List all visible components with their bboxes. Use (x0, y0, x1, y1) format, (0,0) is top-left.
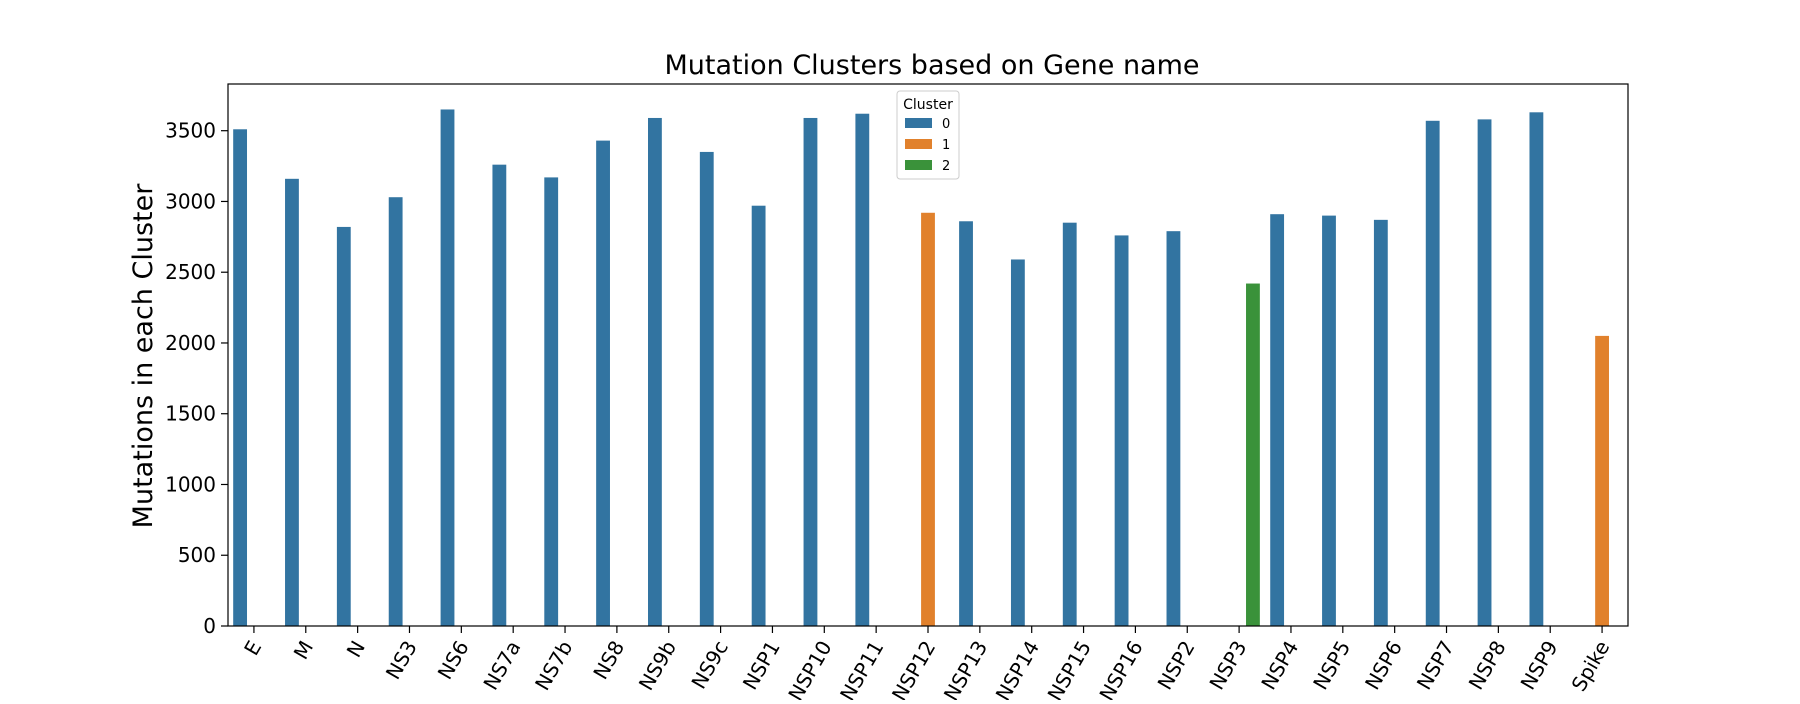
legend-title: Cluster (903, 97, 953, 113)
bar-NSP16-cluster-0 (1114, 235, 1129, 627)
bar-NSP6-cluster-0 (1373, 219, 1388, 626)
x-tick-label: NSP7 (1412, 637, 1459, 694)
y-tick-label: 500 (178, 543, 216, 567)
x-tick-label: NSP4 (1256, 637, 1303, 694)
bar-NS9c-cluster-0 (699, 151, 714, 627)
x-tick-label: NSP8 (1464, 637, 1511, 694)
legend-swatch-2 (905, 160, 932, 170)
x-tick-label: NSP13 (939, 637, 992, 701)
legend-box (896, 90, 960, 180)
x-tick-label: NSP9 (1516, 637, 1563, 694)
x-tick-label: NS6 (433, 637, 474, 684)
x-tick-label: NS3 (381, 637, 422, 684)
x-tick-label: E (239, 637, 266, 660)
y-tick-label: 2500 (165, 260, 216, 284)
legend-label-0: 0 (942, 117, 950, 132)
bar-NS6-cluster-0 (440, 109, 455, 626)
bar-NS9b-cluster-0 (648, 117, 662, 627)
x-tick-label: NSP1 (738, 637, 785, 694)
y-tick-label: 1500 (165, 402, 216, 426)
x-tick-label: NSP15 (1043, 637, 1096, 701)
x-tick-label: M (289, 637, 318, 664)
legend-label-1: 1 (942, 138, 950, 153)
bar-NS8-cluster-0 (596, 140, 610, 626)
x-tick-label: NS8 (588, 637, 629, 684)
bar-M-cluster-0 (285, 178, 299, 626)
bar-NSP12-cluster-1 (921, 212, 935, 626)
legend-swatch-1 (905, 139, 932, 149)
bar-NS7a-cluster-0 (492, 164, 507, 626)
bar-NSP5-cluster-0 (1322, 215, 1336, 627)
y-tick-label: 3000 (165, 189, 216, 213)
x-tick-label: NSP12 (887, 637, 940, 701)
bar-NSP11-cluster-0 (855, 113, 870, 626)
x-tick-label: NSP6 (1360, 637, 1407, 694)
bar-E-cluster-0 (233, 129, 248, 626)
x-tick-label: NSP11 (835, 637, 888, 701)
bar-NS3-cluster-0 (388, 197, 403, 626)
bar-N-cluster-0 (336, 226, 351, 626)
bar-NSP2-cluster-0 (1166, 231, 1181, 627)
y-tick-label: 0 (203, 614, 216, 638)
bar-NSP8-cluster-0 (1477, 119, 1492, 626)
x-tick-label: Spike (1567, 637, 1615, 696)
x-tick-label: NSP10 (783, 637, 836, 701)
x-tick-label: N (342, 637, 370, 662)
legend-swatch-0 (905, 118, 932, 128)
legend-label-2: 2 (942, 159, 950, 174)
y-tick-label: 3500 (165, 119, 216, 143)
x-tick-label: NS7b (530, 637, 577, 695)
x-tick-label: NSP14 (991, 637, 1044, 701)
y-tick-label: 1000 (165, 472, 216, 496)
x-tick-label: NS7a (478, 637, 525, 695)
bar-NSP10-cluster-0 (803, 117, 818, 627)
bar-NSP3-cluster-2 (1246, 283, 1260, 626)
bar-NSP15-cluster-0 (1062, 222, 1077, 626)
x-tick-label: NSP2 (1153, 637, 1200, 694)
bar-NSP14-cluster-0 (1010, 259, 1025, 626)
chart-title: Mutation Clusters based on Gene name (664, 50, 1199, 81)
x-tick-label: NS9c (686, 637, 732, 694)
bar-NSP1-cluster-0 (751, 205, 766, 627)
x-tick-label: NSP3 (1204, 637, 1251, 694)
y-axis-label: Mutations in each Cluster (128, 183, 159, 529)
x-tick-label: NS9b (634, 637, 681, 695)
x-tick-label: NSP5 (1308, 637, 1355, 694)
bar-NS7b-cluster-0 (544, 177, 559, 626)
bar-NSP9-cluster-0 (1529, 112, 1544, 627)
bar-NSP13-cluster-0 (959, 221, 973, 627)
y-tick-label: 2000 (165, 331, 216, 355)
bar-Spike-cluster-1 (1595, 335, 1609, 626)
bar-NSP7-cluster-0 (1425, 120, 1440, 626)
x-tick-label: NSP16 (1094, 637, 1147, 701)
bar-NSP4-cluster-0 (1270, 214, 1285, 626)
